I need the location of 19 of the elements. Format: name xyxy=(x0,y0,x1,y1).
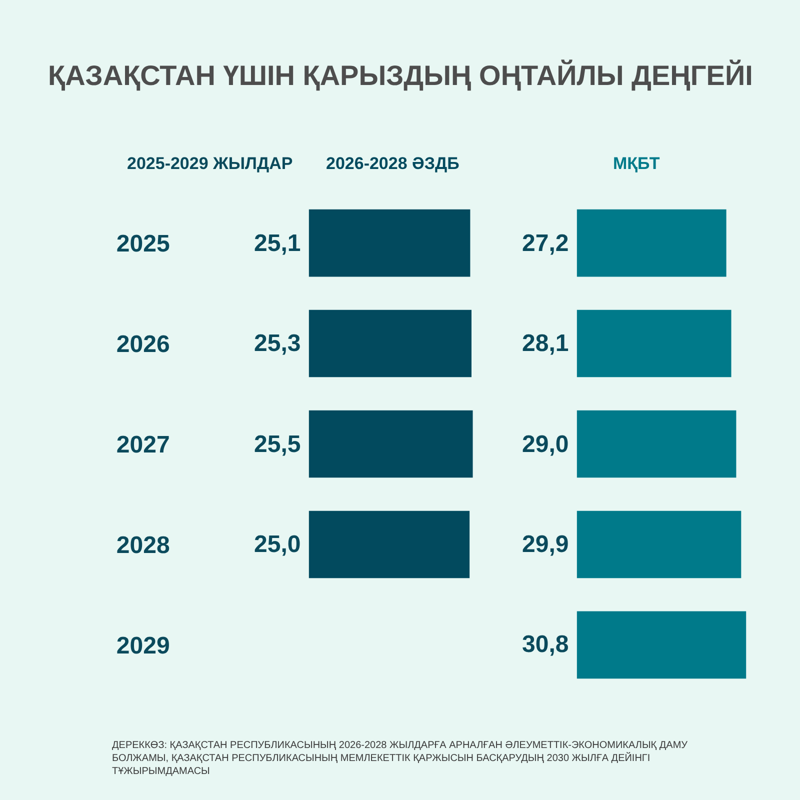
data-label: 25,0 xyxy=(254,531,301,558)
y-tick-label: 2029 xyxy=(116,632,170,660)
y-tick-label: 2027 xyxy=(116,431,170,458)
text: ДЕРЕККӨЗ: ҚАЗАҚСТАН РЕСПУБЛИКАСЫНЫҢ 2026-2028 ЖЫЛДАРҒА АРНАЛҒАН ӘЛЕУМЕТТІК-ЭКОНОМИКАЛЫҚ ДАМУ БОЛЖАМЫ, ҚАЗАҚСТАН РЕСПУБЛИКАСЫНЫҢ МЕМЛЕКЕТТІК ҚАРЖЫСЫН БАСҚАРУДЫҢ 2030 ЖЫЛҒА ДЕЙІНГІ ТҰЖЫРЫМДАМАСЫ xyxy=(112,740,688,777)
data-label: 25,5 xyxy=(254,431,301,458)
data-label: 27,2 xyxy=(522,230,569,257)
y-axis-title: 2025-2029 ЖЫЛДАР xyxy=(127,154,293,173)
data-label: 25,1 xyxy=(254,230,301,257)
chart-subtitle: 2026-2028 ӘЗДБ xyxy=(326,154,460,173)
data-label: 29,9 xyxy=(522,531,569,558)
chart-title: ҚАЗАҚСТАН ҮШІН ҚАРЫЗДЫҢ ОҢТАЙЛЫ ДЕҢГЕЙІ xyxy=(48,59,753,91)
data-label: 29,0 xyxy=(522,431,569,458)
chart-subtitle: МҚБТ xyxy=(613,154,660,173)
y-tick-label: 2026 xyxy=(116,330,170,358)
data-label: 30,8 xyxy=(522,631,569,658)
y-tick-label: 2028 xyxy=(116,532,170,559)
data-label: 28,1 xyxy=(522,330,569,357)
y-tick-label: 2025 xyxy=(116,230,170,258)
data-label: 25,3 xyxy=(254,330,301,357)
